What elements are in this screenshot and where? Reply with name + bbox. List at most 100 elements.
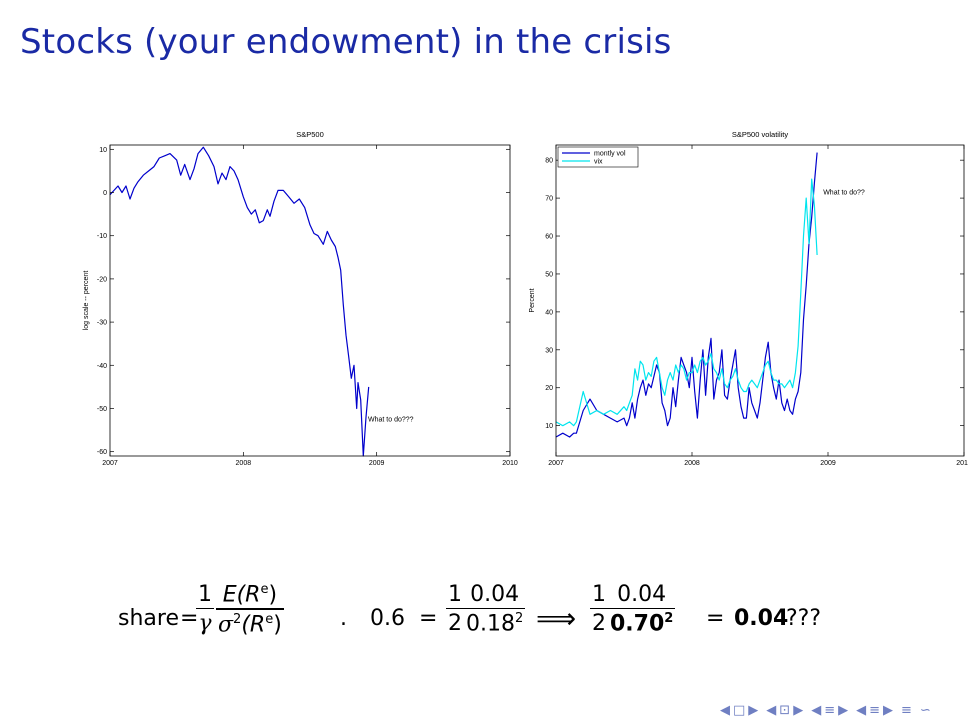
series-line-0: [555, 152, 818, 438]
nav-section-group: ◀ ≡ ▶: [811, 703, 848, 718]
eq-den-sigma-sup: 2: [233, 611, 242, 627]
sp500-chart-svg: S&P500 -60 -50 -40 -30 -20 -10 0 10 2007 2008 2009 2…: [83, 130, 518, 467]
nav-prev-doc-icon[interactable]: ◀: [856, 702, 867, 718]
eq-num-4: 0.04: [470, 582, 520, 607]
eq-equals-2: =: [419, 606, 438, 631]
eq-bar-6: [608, 608, 676, 610]
eq-bar-3: [446, 608, 464, 610]
eq-num-expected-sup: e: [260, 582, 269, 597]
y-axis-label: Percent: [529, 288, 536, 312]
eq-num-expected: E(Re): [221, 582, 279, 607]
eq-den-variance-text: (R: [241, 611, 266, 637]
eq-bar-2: [216, 608, 284, 610]
nav-next-subsection-icon[interactable]: ▶: [793, 702, 804, 718]
eq-den-4: 0.182: [464, 611, 525, 636]
plot-frame: [109, 144, 511, 457]
eq-result-bold: 0.04: [734, 606, 789, 631]
y-tick-label: -40: [97, 363, 107, 370]
nav-section-icon[interactable]: ≡: [824, 702, 836, 718]
y-tick-label: -20: [97, 276, 107, 283]
eq-bar-1: [196, 608, 214, 610]
eq-den-gamma: γ: [198, 611, 212, 637]
nav-prev-subsection-icon[interactable]: ◀: [766, 702, 777, 718]
sp500-chart: S&P500 -60 -50 -40 -30 -20 -10 0 10 2007 2008 2009 2…: [80, 118, 520, 478]
nav-next-section-icon[interactable]: ▶: [838, 702, 849, 718]
y-tick-label: 10: [99, 147, 107, 154]
eq-den-variance-close: ): [273, 611, 282, 637]
legend-label-0: montly vol: [594, 151, 626, 158]
y-axis-label: log scale -- percent: [83, 271, 90, 331]
eq-equals-3: =: [706, 606, 725, 631]
eq-den-variance: σ2(Re): [216, 612, 284, 637]
eq-num-6: 0.04: [617, 582, 667, 607]
eq-fraction-6: 0.04 0.702: [608, 582, 676, 637]
chart-title: S&P500: [296, 130, 324, 139]
y-tick-label: 0: [103, 190, 107, 197]
volatility-chart: S&P500 volatility 10 20 30 40 50 60 70 80 2007 200…: [526, 118, 968, 478]
eq-den-variance-sup: e: [265, 611, 274, 627]
nav-doc-icon[interactable]: ≡: [869, 702, 881, 718]
eq-den-4-text: 0.18: [466, 611, 515, 637]
y-tick-label: 30: [545, 347, 553, 354]
nav-subsection-group: ◀ ⊡ ▶: [766, 703, 803, 718]
x-tick-label: 2009: [820, 460, 836, 467]
eq-den-4-sup: 2: [514, 611, 524, 627]
eq-num-3: 1: [448, 582, 462, 607]
x-tick-label: 2009: [369, 460, 385, 467]
eq-den-6-sup: 2: [664, 611, 674, 627]
nav-next-doc-icon[interactable]: ▶: [883, 702, 894, 718]
eq-implies: ⟹: [536, 602, 577, 635]
nav-prev-frame-icon[interactable]: ◀: [720, 702, 730, 718]
x-tick-label: 2010: [956, 460, 968, 467]
eq-fraction-5: 1 2: [590, 582, 608, 636]
eq-equals-1: =: [180, 606, 199, 631]
plot-frame: [555, 144, 965, 457]
eq-share-label: share: [118, 606, 179, 631]
x-tick-label: 2007: [548, 460, 564, 467]
y-tick-label: -50: [97, 406, 107, 413]
slide-title: Stocks (your endowment) in the crisis: [20, 22, 672, 62]
y-tick-label: 10: [545, 423, 553, 430]
annotation-label: What to do???: [368, 416, 414, 423]
annotation-label: What to do??: [823, 189, 865, 196]
legend-label-1: vix: [594, 159, 603, 166]
volatility-chart-svg: S&P500 volatility 10 20 30 40 50 60 70 80 2007 200…: [529, 130, 968, 467]
chart-title: S&P500 volatility: [732, 130, 789, 139]
eq-num-1: 1: [198, 582, 212, 607]
nav-prev-section-icon[interactable]: ◀: [811, 702, 822, 718]
y-tick-label: 70: [545, 196, 553, 203]
eq-den-3: 2: [448, 611, 462, 637]
eq-num-5: 1: [592, 582, 606, 607]
eq-den-5: 2: [592, 611, 606, 637]
y-tick-label: 60: [545, 234, 553, 241]
eq-fraction-2: E(Re) σ2(Re): [216, 582, 284, 637]
beamer-navigation: ◀ □ ▶ ◀ ⊡ ▶ ◀ ≡ ▶ ◀ ≡ ▶ ≡ ∽: [720, 700, 965, 720]
y-tick-label: -30: [97, 320, 107, 327]
eq-bar-4: [464, 608, 526, 610]
y-tick-label: -10: [97, 233, 107, 240]
eq-den-6-text: 0.70: [610, 611, 665, 637]
series-line-0: [109, 146, 370, 457]
eq-lhs-value: 0.6: [370, 606, 405, 631]
y-tick-label: 40: [545, 309, 553, 316]
eq-fraction-3: 1 2: [446, 582, 464, 636]
nav-toc-icon[interactable]: ≡: [901, 702, 912, 718]
nav-search-icon[interactable]: ∽: [919, 702, 931, 718]
x-tick-label: 2008: [236, 460, 252, 467]
eq-num-expected-text: E(R: [222, 582, 261, 608]
eq-den-6: 0.702: [608, 611, 675, 636]
eq-result-rest: ???: [786, 606, 822, 631]
nav-subsection-icon[interactable]: ⊡: [779, 702, 791, 718]
y-tick-label: 80: [545, 158, 553, 165]
eq-den-sigma: σ: [218, 611, 234, 637]
y-tick-label: -60: [97, 449, 107, 456]
y-tick-label: 50: [545, 271, 553, 278]
nav-frame-group: ◀ □ ▶: [720, 703, 758, 718]
eq-period: .: [340, 606, 347, 631]
eq-fraction-1: 1 γ: [196, 582, 214, 636]
nav-frame-icon[interactable]: □: [733, 702, 746, 718]
y-tick-label: 20: [545, 385, 553, 392]
nav-next-frame-icon[interactable]: ▶: [748, 702, 759, 718]
eq-fraction-4: 0.04 0.182: [464, 582, 526, 637]
x-tick-label: 2008: [684, 460, 700, 467]
